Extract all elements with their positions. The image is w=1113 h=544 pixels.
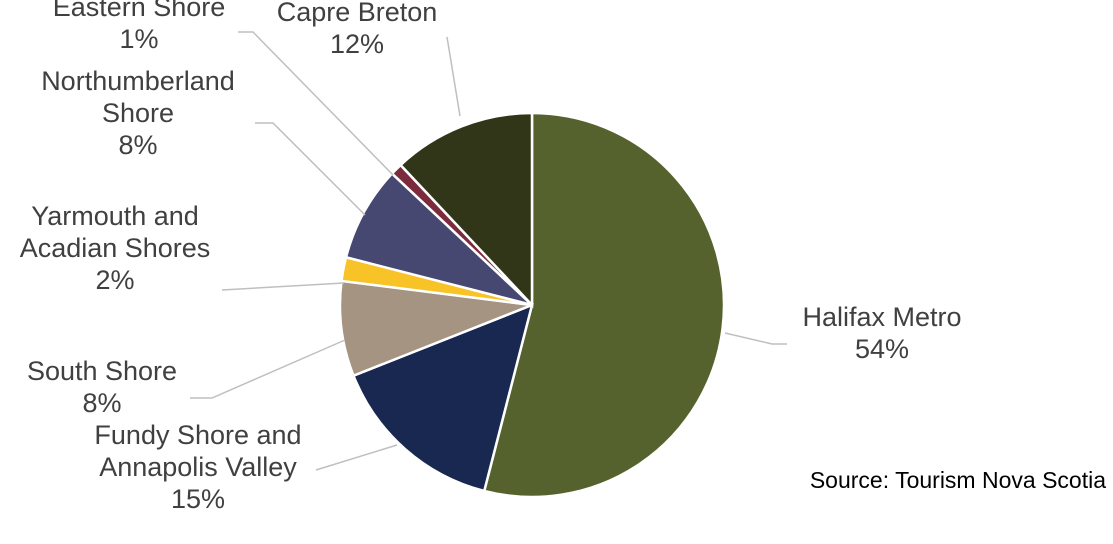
leader-line	[446, 36, 461, 117]
pie-slice-capre-breton	[398, 111, 534, 309]
leader-line	[190, 339, 346, 399]
leader-line	[238, 31, 394, 176]
leader-line	[221, 282, 345, 291]
pie-slice-halifax-metro	[482, 111, 726, 499]
data-label: Capre Breton 12%	[277, 0, 438, 59]
data-label: Yarmouth and Acadian Shores 2%	[20, 201, 211, 295]
data-label: Fundy Shore and Annapolis Valley 15%	[94, 420, 301, 514]
pie-slice-northumberland-shore	[344, 171, 533, 307]
data-label: Northumberland Shore 8%	[41, 66, 235, 160]
leader-lines	[190, 31, 787, 471]
data-label: South Shore 8%	[27, 356, 177, 418]
pie-slice-fundy-shore-and-annapolis-valley	[351, 302, 534, 493]
source-note: Source: Tourism Nova Scotia	[810, 467, 1106, 493]
data-label: Halifax Metro 54%	[802, 302, 961, 364]
leader-line	[255, 122, 366, 216]
pie-slices	[338, 111, 726, 499]
leader-line	[724, 332, 787, 345]
leader-line	[315, 444, 398, 471]
slice-labels: Halifax Metro 54% Fundy Shore and Annapolis…	[20, 0, 962, 514]
data-label: Eastern Shore 1%	[53, 0, 226, 54]
